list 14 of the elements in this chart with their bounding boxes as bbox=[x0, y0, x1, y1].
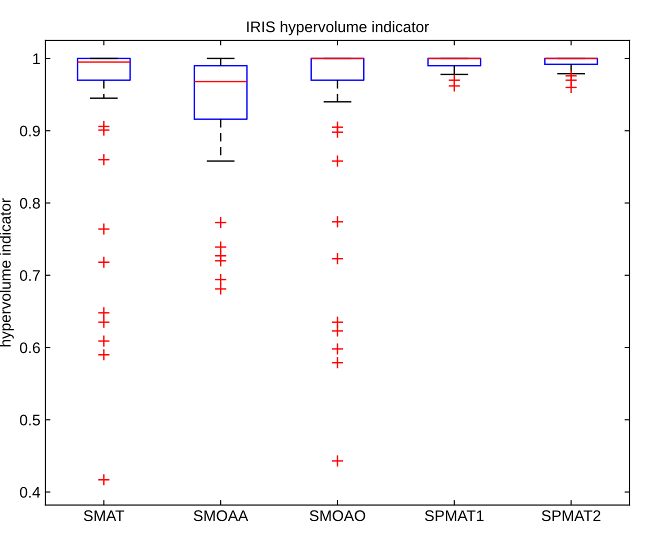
y-tick-label: 0.5 bbox=[20, 414, 40, 426]
y-tick-label: 0.4 bbox=[20, 486, 40, 498]
y-tick-label: 0.6 bbox=[20, 342, 40, 354]
x-tick-label: SMOAO bbox=[310, 510, 366, 522]
y-tick-label: 1 bbox=[33, 54, 40, 64]
x-tick-label: SPMAT1 bbox=[424, 510, 484, 522]
y-tick-label: 0.7 bbox=[20, 270, 40, 281]
chart-title: IRIS hypervolume indicator bbox=[247, 21, 429, 36]
y-axis-title: hypervolume indicator bbox=[0, 198, 14, 346]
x-tick-label: SPMAT2 bbox=[542, 510, 600, 522]
x-tick-label: SMAT bbox=[84, 510, 124, 522]
y-tick-label: 0.9 bbox=[20, 126, 40, 136]
y-tick-label: 0.8 bbox=[20, 198, 40, 209]
x-tick-label: SMOAA bbox=[194, 510, 248, 522]
